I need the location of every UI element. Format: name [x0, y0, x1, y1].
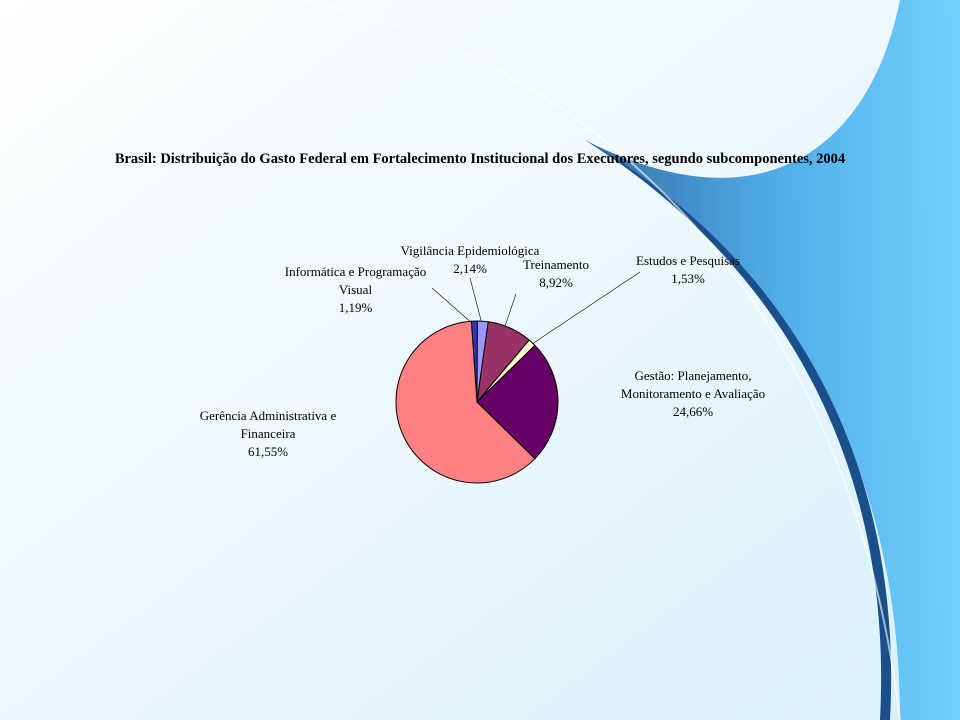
category-label: Estudos e Pesquisas	[636, 253, 740, 268]
category-label: Informática e Programação Visual	[284, 264, 427, 297]
pie-slice	[476, 344, 559, 460]
value-label: 1,53%	[671, 271, 705, 286]
category-label: Gestão: Planejamento, Monitoramento e Av…	[620, 368, 766, 401]
value-label: 24,66%	[672, 404, 714, 419]
value-label: 61,55%	[247, 444, 289, 459]
leader-lines	[431, 271, 641, 345]
slice-label: Estudos e Pesquisas 1,53%	[603, 252, 773, 288]
slice-label: Gerência Administrativa e Financeira 61,5…	[188, 407, 348, 461]
value-label: 2,14%	[453, 261, 487, 276]
slice-label: Gestão: Planejamento, Monitoramento e Av…	[603, 367, 783, 421]
slice-label: Informática e Programação Visual 1,19%	[268, 263, 443, 317]
slice-label: Vigilância Epidemiológica 2,14%	[370, 242, 570, 278]
value-label: 1,19%	[338, 300, 373, 315]
category-label: Vigilância Epidemiológica	[400, 243, 540, 258]
value-label: 8,92%	[539, 275, 573, 290]
chart-title: Brasil: Distribuição do Gasto Federal em…	[114, 151, 846, 167]
category-label: Gerência Administrativa e Financeira	[199, 408, 337, 441]
slice-label: Treinamento 8,92%	[496, 256, 616, 292]
category-label: Treinamento	[523, 257, 589, 272]
pie-slice	[395, 320, 536, 484]
